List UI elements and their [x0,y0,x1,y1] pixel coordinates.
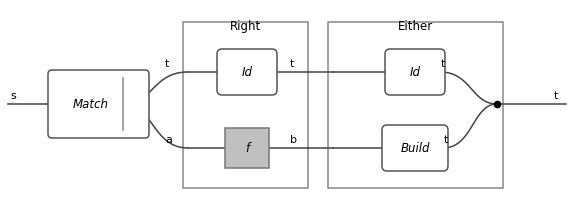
Text: Build: Build [400,141,430,155]
Text: Match: Match [72,98,108,110]
Text: t: t [554,91,559,101]
Text: Either: Either [398,20,433,33]
Text: Id: Id [409,66,421,78]
Bar [328,22,503,188]
FancyBboxPatch shape [217,49,277,95]
Text: a: a [165,135,172,145]
Text: t: t [165,59,169,69]
Text: f: f [245,141,249,155]
Bar [183,22,308,188]
Text: t: t [441,59,445,69]
Text: Id: Id [242,66,253,78]
FancyBboxPatch shape [385,49,445,95]
Bar [225,128,269,168]
Text: t: t [444,135,448,145]
Text: b: b [290,135,297,145]
Text: s: s [10,91,15,101]
Text: Right: Right [230,20,261,33]
Text: t: t [290,59,294,69]
FancyBboxPatch shape [48,70,149,138]
FancyBboxPatch shape [382,125,448,171]
